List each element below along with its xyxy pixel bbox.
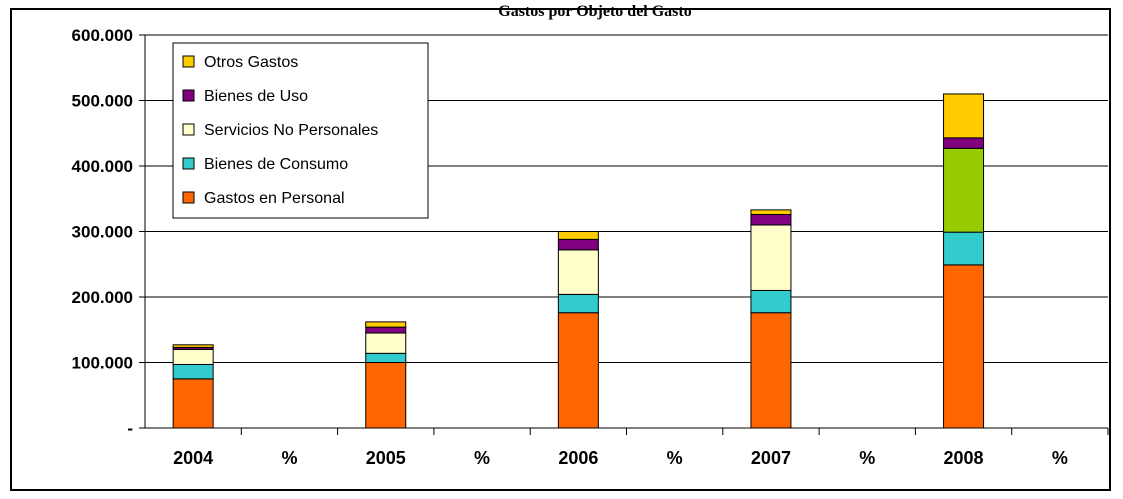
- legend: Otros Gastos Bienes de Uso Servicios No Pe…: [172, 42, 429, 219]
- bar-segment: [557, 293, 599, 314]
- legend-swatch: [182, 89, 195, 102]
- y-tick-label: 300.000: [72, 223, 133, 242]
- legend-swatch: [182, 55, 195, 68]
- bar-segment: [943, 93, 985, 139]
- bar-segment: [943, 231, 985, 266]
- bar-segment: [365, 352, 407, 363]
- y-tick-label: -: [127, 419, 133, 438]
- x-tick-label: 2006: [558, 448, 598, 468]
- bar-segment: [943, 137, 985, 149]
- bar-segment: [172, 378, 214, 429]
- bar-segment: [365, 332, 407, 354]
- bar-segment: [557, 312, 599, 429]
- bar-segment: [557, 249, 599, 295]
- x-tick-label: %: [859, 448, 875, 468]
- x-tick-label: 2007: [751, 448, 791, 468]
- x-tick-label: %: [667, 448, 683, 468]
- x-tick-label: 2008: [944, 448, 984, 468]
- bar-segment: [172, 344, 214, 348]
- y-tick-label: 200.000: [72, 288, 133, 307]
- bar-segment: [365, 321, 407, 328]
- x-tick-label: 2005: [366, 448, 406, 468]
- bar-segment: [750, 312, 792, 429]
- y-tick-label: 400.000: [72, 157, 133, 176]
- bar-segment: [943, 264, 985, 429]
- legend-label: Bienes de Consumo: [204, 156, 348, 173]
- legend-label: Gastos en Personal: [204, 190, 345, 207]
- bar-segment: [750, 213, 792, 226]
- legend-swatch: [182, 191, 195, 204]
- legend-swatch: [182, 157, 195, 170]
- bar-segment: [557, 231, 599, 240]
- y-tick-label: 600.000: [72, 26, 133, 45]
- bar-segment: [943, 147, 985, 233]
- bar-segment: [172, 363, 214, 380]
- bar-segment: [365, 326, 407, 334]
- chart-title: Gastos por Objeto del Gasto: [498, 3, 691, 20]
- bars: [172, 93, 985, 429]
- bar-segment: [172, 348, 214, 365]
- bar-segment: [750, 224, 792, 291]
- x-tick-label: 2004: [173, 448, 213, 468]
- legend-label: Servicios No Personales: [204, 122, 378, 139]
- bar-segment: [750, 289, 792, 314]
- bar-segment: [750, 209, 792, 215]
- legend-box: [172, 42, 429, 219]
- x-tick-label: %: [281, 448, 297, 468]
- bar-segment: [557, 238, 599, 251]
- legend-swatch: [182, 123, 195, 136]
- legend-label: Otros Gastos: [204, 54, 298, 71]
- legend-label: Bienes de Uso: [204, 88, 308, 105]
- x-tick-label: %: [474, 448, 490, 468]
- bar-segment: [365, 362, 407, 429]
- x-tick-label: %: [1052, 448, 1068, 468]
- axes: - 100.000 200.000 300.000 400.000 500.000 600.…: [72, 26, 1109, 468]
- y-tick-label: 100.000: [72, 354, 133, 373]
- y-tick-label: 500.000: [72, 92, 133, 111]
